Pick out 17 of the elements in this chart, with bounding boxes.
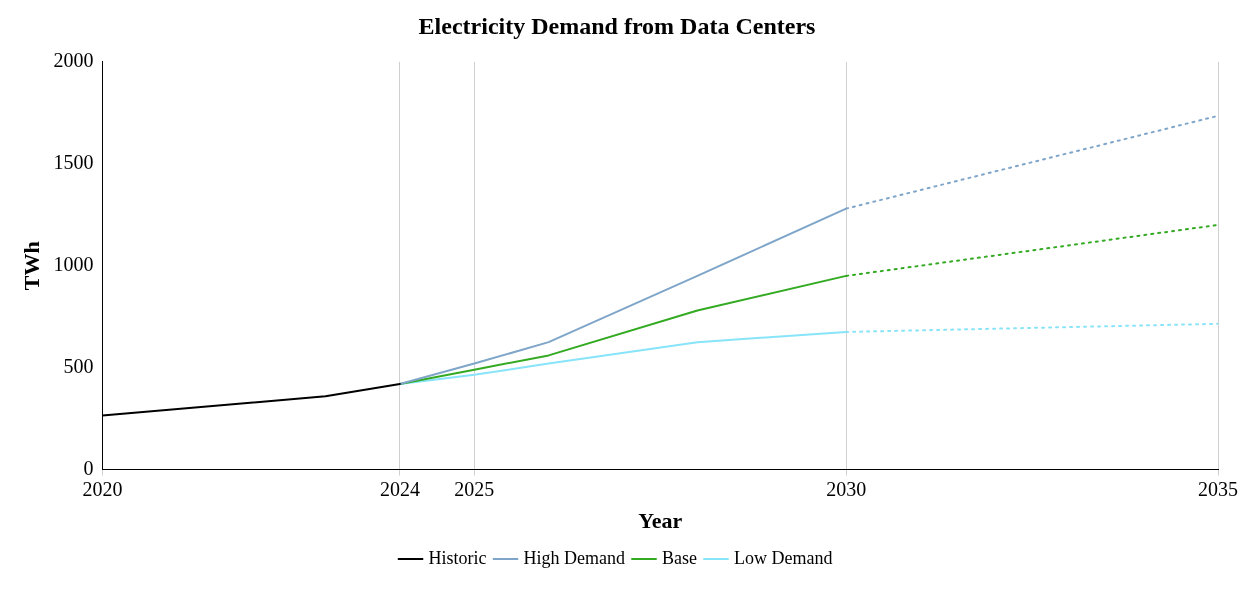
x-tick-label: 2025 (454, 477, 495, 500)
x-tick-label: 2030 (826, 477, 867, 500)
y-tick-label: 0 (83, 456, 94, 479)
y-tick-label: 500 (63, 354, 94, 377)
y-axis-title: TWh (18, 241, 44, 291)
y-tick-label: 1000 (53, 252, 94, 275)
chart-title: Electricity Demand from Data Centers (418, 12, 816, 39)
legend-label: High Demand (523, 547, 626, 568)
x-tick-label: 2020 (82, 477, 123, 500)
legend-label: Base (662, 547, 697, 568)
y-tick-label: 2000 (53, 49, 94, 72)
x-tick-label: 2035 (1198, 477, 1238, 500)
x-axis-title: Year (638, 508, 683, 534)
y-tick-label: 1500 (53, 151, 94, 173)
x-tick-label: 2024 (379, 477, 420, 500)
legend-label: Low Demand (733, 547, 833, 568)
legend-label: Historic (428, 547, 487, 568)
